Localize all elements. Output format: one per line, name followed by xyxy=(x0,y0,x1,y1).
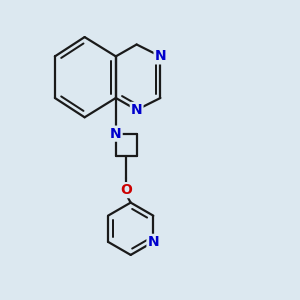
Text: N: N xyxy=(131,103,142,117)
Text: O: O xyxy=(120,183,132,197)
Text: N: N xyxy=(148,235,159,249)
Text: N: N xyxy=(110,127,122,141)
Text: N: N xyxy=(154,50,166,63)
